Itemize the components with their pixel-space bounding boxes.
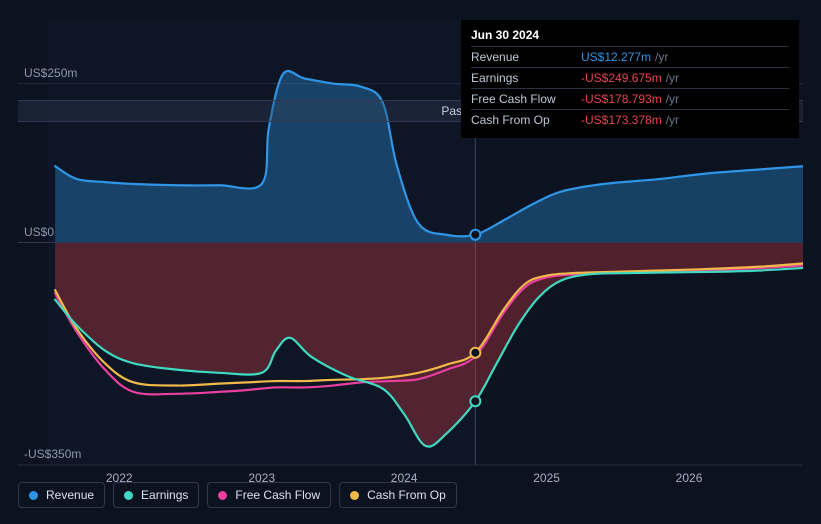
legend-item-cfo[interactable]: Cash From Op	[339, 482, 457, 508]
tooltip-row-value: US$12.277m	[581, 50, 651, 64]
y-axis-label: -US$350m	[24, 447, 81, 461]
legend-item-fcf[interactable]: Free Cash Flow	[207, 482, 331, 508]
x-axis-label: 2026	[676, 471, 703, 485]
legend-label: Free Cash Flow	[235, 488, 320, 502]
tooltip-date: Jun 30 2024	[471, 28, 789, 46]
tooltip-row: Free Cash Flow-US$178.793m/yr	[471, 88, 789, 109]
tooltip-row-unit: /yr	[666, 92, 679, 106]
tooltip-row-label: Free Cash Flow	[471, 92, 581, 106]
y-axis-label: US$250m	[24, 66, 77, 80]
tooltip-row-unit: /yr	[655, 50, 668, 64]
tooltip-row-value: -US$249.675m	[581, 71, 662, 85]
legend-dot-icon	[350, 491, 359, 500]
legend: Revenue Earnings Free Cash Flow Cash From O…	[18, 482, 457, 508]
legend-label: Cash From Op	[367, 488, 446, 502]
legend-dot-icon	[29, 491, 38, 500]
tooltip-row-label: Revenue	[471, 50, 581, 64]
legend-item-earnings[interactable]: Earnings	[113, 482, 199, 508]
x-axis-label: 2025	[533, 471, 560, 485]
tooltip-row-label: Cash From Op	[471, 113, 581, 127]
y-axis-label: US$0	[24, 225, 54, 239]
tooltip-row-value: -US$178.793m	[581, 92, 662, 106]
tooltip: Jun 30 2024 RevenueUS$12.277m/yrEarnings…	[461, 20, 799, 138]
legend-dot-icon	[124, 491, 133, 500]
tooltip-row: Earnings-US$249.675m/yr	[471, 67, 789, 88]
legend-item-revenue[interactable]: Revenue	[18, 482, 105, 508]
tooltip-row-unit: /yr	[666, 113, 679, 127]
legend-label: Earnings	[141, 488, 188, 502]
tooltip-row: RevenueUS$12.277m/yr	[471, 46, 789, 67]
legend-label: Revenue	[46, 488, 94, 502]
tooltip-row-unit: /yr	[666, 71, 679, 85]
legend-dot-icon	[218, 491, 227, 500]
tooltip-row-label: Earnings	[471, 71, 581, 85]
tooltip-row: Cash From Op-US$173.378m/yr	[471, 109, 789, 130]
tooltip-row-value: -US$173.378m	[581, 113, 662, 127]
